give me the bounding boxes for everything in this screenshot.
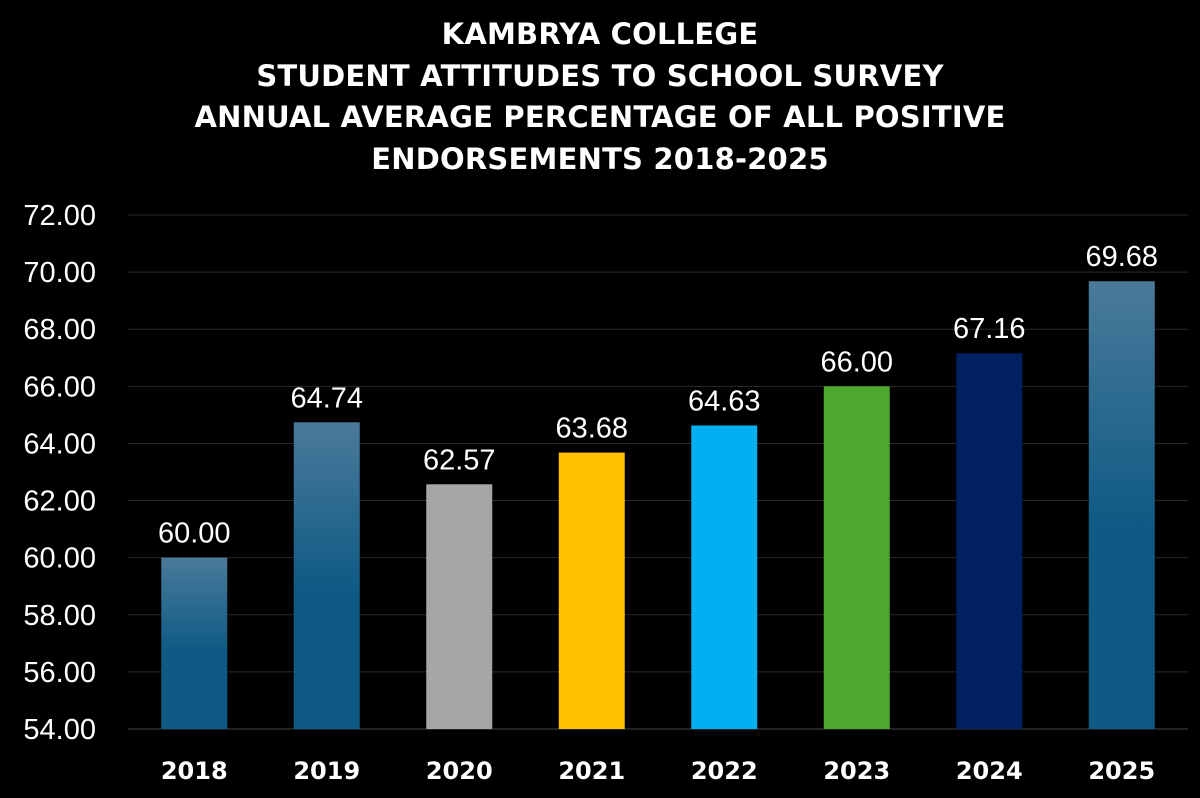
y-axis: 54.00 56.00 58.00 60.00 62.00 64.00 66.00 68.00… xyxy=(23,200,96,746)
y-tick-label: 60.00 xyxy=(23,543,96,575)
data-labels: 60.00 64.74 62.57 63.68 64.63 66.00 67.16 69.68 xyxy=(158,241,1158,549)
bar-2019 xyxy=(293,422,360,729)
x-tick-label-2019: 2019 xyxy=(293,757,360,785)
data-label-2019: 64.74 xyxy=(290,382,363,414)
x-tick-label-2018: 2018 xyxy=(161,757,228,785)
y-tick-label: 54.00 xyxy=(23,714,96,746)
data-label-2023: 66.00 xyxy=(820,346,893,378)
y-tick-label: 68.00 xyxy=(23,314,96,346)
x-tick-label-2023: 2023 xyxy=(823,757,890,785)
bars xyxy=(161,281,1155,729)
y-tick-label: 66.00 xyxy=(23,371,96,403)
bar-2025 xyxy=(1088,281,1155,729)
y-tick-label: 56.00 xyxy=(23,657,96,689)
bar-2020 xyxy=(426,484,493,729)
chart-title: KAMBRYA COLLEGE STUDENT ATTITUDES TO SCH… xyxy=(0,14,1200,180)
gridlines xyxy=(128,214,1188,730)
bar-2023 xyxy=(823,386,890,729)
title-line-3: ANNUAL AVERAGE PERCENTAGE OF ALL POSITIV… xyxy=(194,100,1006,134)
x-axis: 2018 2019 2020 2021 2022 2023 2024 2025 xyxy=(161,757,1155,785)
bar-2018 xyxy=(161,557,228,729)
data-label-2024: 67.16 xyxy=(953,313,1026,345)
x-tick-label-2021: 2021 xyxy=(558,757,625,785)
y-tick-label: 64.00 xyxy=(23,428,96,460)
title-line-2: STUDENT ATTITUDES TO SCHOOL SURVEY xyxy=(256,58,944,93)
x-tick-label-2025: 2025 xyxy=(1088,757,1155,785)
bar-2021 xyxy=(558,452,625,729)
data-label-2022: 64.63 xyxy=(688,385,761,417)
data-label-2018: 60.00 xyxy=(158,518,231,550)
x-tick-label-2024: 2024 xyxy=(956,757,1023,785)
data-label-2020: 62.57 xyxy=(423,444,496,476)
y-tick-label: 58.00 xyxy=(23,600,96,632)
y-tick-label: 70.00 xyxy=(23,257,96,289)
y-tick-label: 62.00 xyxy=(23,486,96,518)
bar-2022 xyxy=(691,425,758,729)
data-label-2025: 69.68 xyxy=(1085,241,1158,273)
data-label-2021: 63.68 xyxy=(555,413,628,445)
y-tick-label: 72.00 xyxy=(23,200,96,232)
title-line-1: KAMBRYA COLLEGE xyxy=(441,17,759,51)
bar-2024 xyxy=(956,353,1023,729)
title-line-4: ENDORSEMENTS 2018-2025 xyxy=(371,141,829,176)
x-tick-label-2020: 2020 xyxy=(426,757,493,785)
x-tick-label-2022: 2022 xyxy=(691,757,758,785)
